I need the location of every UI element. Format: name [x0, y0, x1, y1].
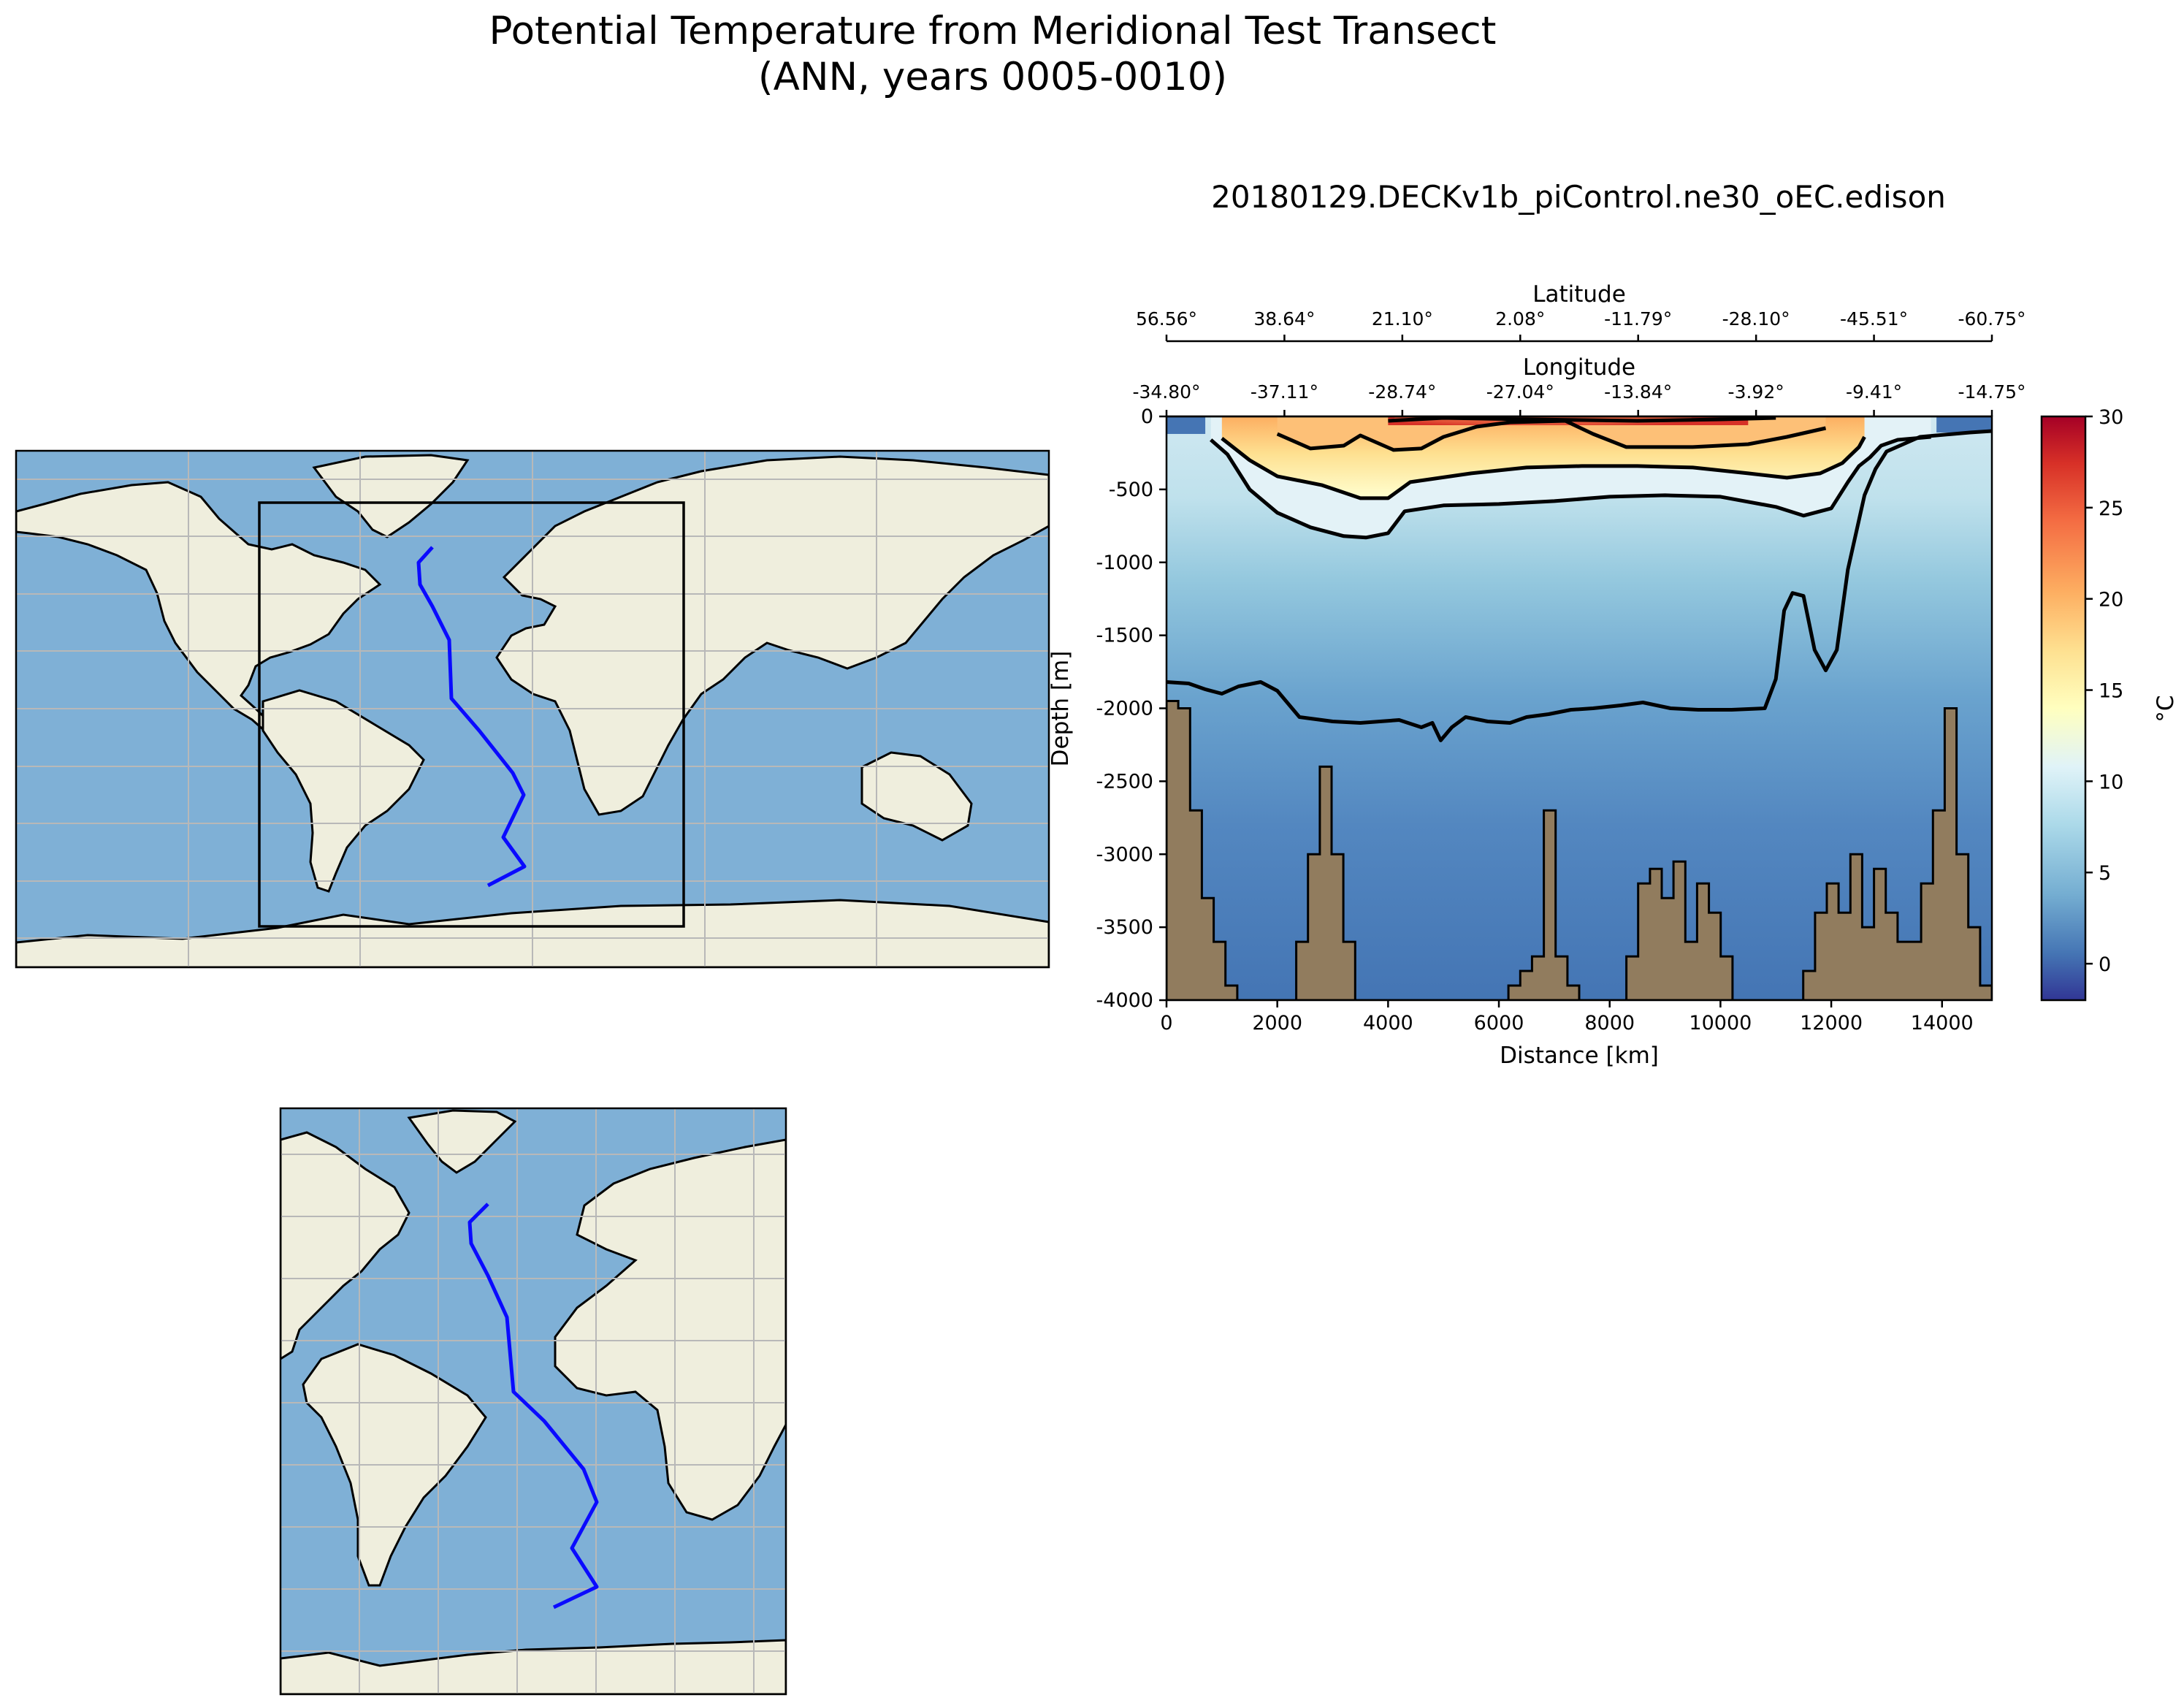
y-axis-label: Depth [m] [1047, 651, 1074, 767]
colorbar-tick-label: 15 [2099, 680, 2123, 703]
latitude-tick-label: -45.51° [1840, 308, 1908, 329]
colorbar-tick-label: 5 [2099, 862, 2111, 885]
map2-africa-europe [554, 1138, 786, 1521]
latitude-axis-label: Latitude [1532, 281, 1626, 308]
map2-gridlines [280, 1108, 786, 1694]
colorbar-ticks: 0 5 10 15 20 25 30 [2085, 406, 2123, 976]
global-map [15, 449, 1050, 969]
longitude-axis-label: Longitude [1523, 354, 1635, 381]
transect-heatmap: 0 2000 4000 6000 8000 10000 12000 14000 0 -500 -1… [1047, 281, 2026, 1069]
y-axis-ticks: 0 -500 -1000 -1500 -2000 -2500 -3000 -3500 -4000 [1096, 405, 1167, 1012]
colorbar-tick-label: 25 [2099, 498, 2123, 520]
y-tick-label: 0 [1141, 405, 1153, 428]
zoomed-map [279, 1107, 787, 1696]
x-axis-ticks: 0 2000 4000 6000 8000 10000 12000 14000 [1160, 1000, 1974, 1035]
map1-south-america [261, 689, 425, 893]
longitude-tick-label: -28.74° [1368, 381, 1436, 403]
map1-frame [15, 449, 1050, 969]
contour-line-8 [1210, 435, 1931, 540]
field-cold-south [1936, 416, 1992, 433]
x-tick-label: 10000 [1689, 1012, 1752, 1035]
y-tick-label: -4000 [1096, 989, 1153, 1012]
temperature-contours [1167, 416, 1992, 742]
y-tick-label: -2500 [1096, 770, 1153, 793]
map2-antarctica [280, 1639, 786, 1694]
map2-frame [279, 1107, 787, 1696]
longitude-tick-label: -13.84° [1604, 381, 1672, 403]
map1-africa-eurasia [495, 455, 1049, 816]
x-tick-label: 2000 [1252, 1012, 1302, 1035]
x-axis-label: Distance [km] [1500, 1043, 1659, 1069]
figure-title-line1: Potential Temperature from Meridional Te… [489, 9, 1497, 53]
latitude-tick-label: -28.10° [1722, 308, 1790, 329]
y-tick-label: -2000 [1096, 698, 1153, 720]
latitude-tick-label: 2.08° [1495, 308, 1545, 329]
map1-gridlines [16, 451, 1049, 967]
x-tick-label: 12000 [1800, 1012, 1863, 1035]
colorbar-label: °C [2153, 695, 2179, 722]
x-tick-label: 4000 [1363, 1012, 1413, 1035]
colorbar-gradient [2040, 415, 2087, 1002]
longitude-tick-label: -3.92° [1728, 381, 1784, 403]
colorbar: 0 5 10 15 20 25 30 °C [2040, 406, 2179, 1002]
latitude-tick-label: 56.56° [1136, 308, 1197, 329]
longitude-tick-label: -37.11° [1251, 381, 1318, 403]
longitude-tick-label: -14.75° [1958, 381, 2025, 403]
subplot-title: 20180129.DECKv1b_piControl.ne30_oEC.edis… [1211, 179, 1946, 215]
map2-greenland [407, 1109, 517, 1174]
x-tick-label: 0 [1160, 1012, 1172, 1035]
x-tick-label: 14000 [1911, 1012, 1974, 1035]
temperature-field [1167, 416, 1992, 538]
longitude-tick-label: -34.80° [1132, 381, 1200, 403]
figure-title-line2: (ANN, years 0005-0010) [758, 55, 1227, 99]
contour-line-3 [1167, 429, 1992, 742]
y-tick-label: -1000 [1096, 552, 1153, 574]
field-cold-north [1167, 416, 1206, 434]
bathymetry-fill [1167, 700, 1992, 1000]
colorbar-tick-label: 10 [2099, 771, 2123, 793]
y-tick-label: -1500 [1096, 625, 1153, 647]
longitude-tick-label: -27.04° [1486, 381, 1554, 403]
map2-transect-line [467, 1203, 599, 1609]
y-tick-label: -500 [1109, 479, 1153, 501]
latitude-tick-label: 38.64° [1253, 308, 1315, 329]
longitude-tick-label: -9.41° [1846, 381, 1902, 403]
y-tick-label: -3000 [1096, 843, 1153, 866]
colorbar-tick-label: 30 [2099, 406, 2123, 429]
x-tick-label: 6000 [1474, 1012, 1524, 1035]
latitude-tick-label: -11.79° [1604, 308, 1672, 329]
contour-line-12 [1221, 435, 1866, 500]
map1-north-america [16, 481, 382, 732]
contour-line-16 [1276, 419, 1827, 452]
latitude-tick-label: 21.10° [1372, 308, 1433, 329]
colorbar-tick-label: 20 [2099, 589, 2123, 612]
contour-line-22 [1388, 416, 1776, 423]
top-axis-ticks: 56.56° 38.64° 21.10° 2.08° -11.79° -28.10° -45… [1132, 308, 2026, 416]
map1-greenland [312, 454, 470, 538]
map1-transect-line [416, 546, 527, 888]
latitude-tick-label: -60.75° [1958, 308, 2025, 329]
colorbar-tick-label: 0 [2099, 953, 2111, 976]
map1-zoom-box [258, 501, 685, 928]
x-tick-label: 8000 [1584, 1012, 1635, 1035]
y-tick-label: -3500 [1096, 916, 1153, 939]
